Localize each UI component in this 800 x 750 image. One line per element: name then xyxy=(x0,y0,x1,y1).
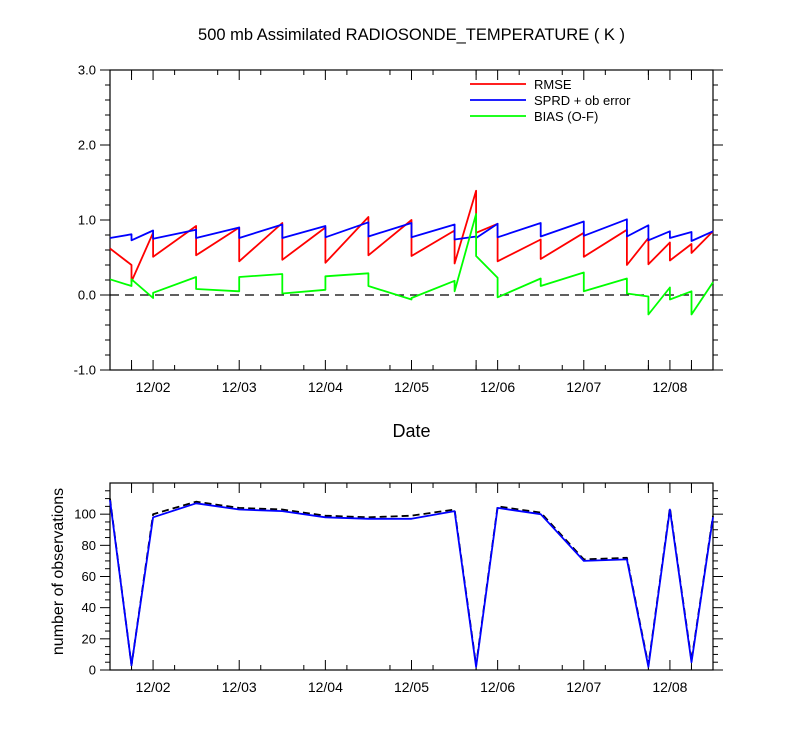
chart1-ytick-label: -1.0 xyxy=(74,363,96,378)
chart2-plot-frame xyxy=(109,482,714,671)
chart1-title: 500 mb Assimilated RADIOSONDE_TEMPERATUR… xyxy=(198,26,625,44)
chart2-y-axis-label: number of observations xyxy=(50,488,67,655)
legend-label-0: RMSE xyxy=(534,77,572,92)
chart2-xtick-label: 12/03 xyxy=(222,679,257,695)
chart2-ytick-label: 80 xyxy=(82,538,96,553)
chart1-xtick-label: 12/07 xyxy=(566,379,601,395)
chart1-xtick-label: 12/04 xyxy=(308,379,343,395)
chart2-xtick-label: 12/06 xyxy=(480,679,515,695)
chart1-ytick-label: 2.0 xyxy=(78,138,96,153)
chart2-xtick-label: 12/02 xyxy=(136,679,171,695)
chart2-xtick-label: 12/05 xyxy=(394,679,429,695)
chart2-series-possible-observations-line xyxy=(109,498,714,667)
chart2-xtick-label: 12/04 xyxy=(308,679,343,695)
chart1-series-sprd-ob-error-line xyxy=(109,218,714,242)
chart2-ytick-label: 20 xyxy=(82,631,96,646)
chart1-xtick-label: 12/03 xyxy=(222,379,257,395)
chart1-ytick-label: 1.0 xyxy=(78,213,96,228)
chart2-ytick-label: 60 xyxy=(82,569,96,584)
chart1-xtick-label: 12/06 xyxy=(480,379,515,395)
chart2-ytick-label: 100 xyxy=(74,507,96,522)
chart1-xtick-label: 12/08 xyxy=(652,379,687,395)
chart2-xtick-label: 12/07 xyxy=(566,679,601,695)
chart1-series-rmse-line xyxy=(109,189,714,283)
legend-label-2: BIAS (O-F) xyxy=(534,109,598,124)
chart1-ytick-label: 3.0 xyxy=(78,63,96,78)
chart2-series-assimilated-observations-line xyxy=(109,499,714,668)
chart1-xtick-label: 12/02 xyxy=(136,379,171,395)
chart2-xtick-label: 12/08 xyxy=(652,679,687,695)
chart1-series-bias-o-f-line xyxy=(109,213,714,316)
legend-label-1: SPRD + ob error xyxy=(534,93,631,108)
chart1-ytick-label: 0.0 xyxy=(78,288,96,303)
chart1-x-axis-label: Date xyxy=(392,421,430,441)
chart2-ytick-label: 0 xyxy=(89,663,96,678)
chart2-ytick-label: 40 xyxy=(82,600,96,615)
chart1-xtick-label: 12/05 xyxy=(394,379,429,395)
